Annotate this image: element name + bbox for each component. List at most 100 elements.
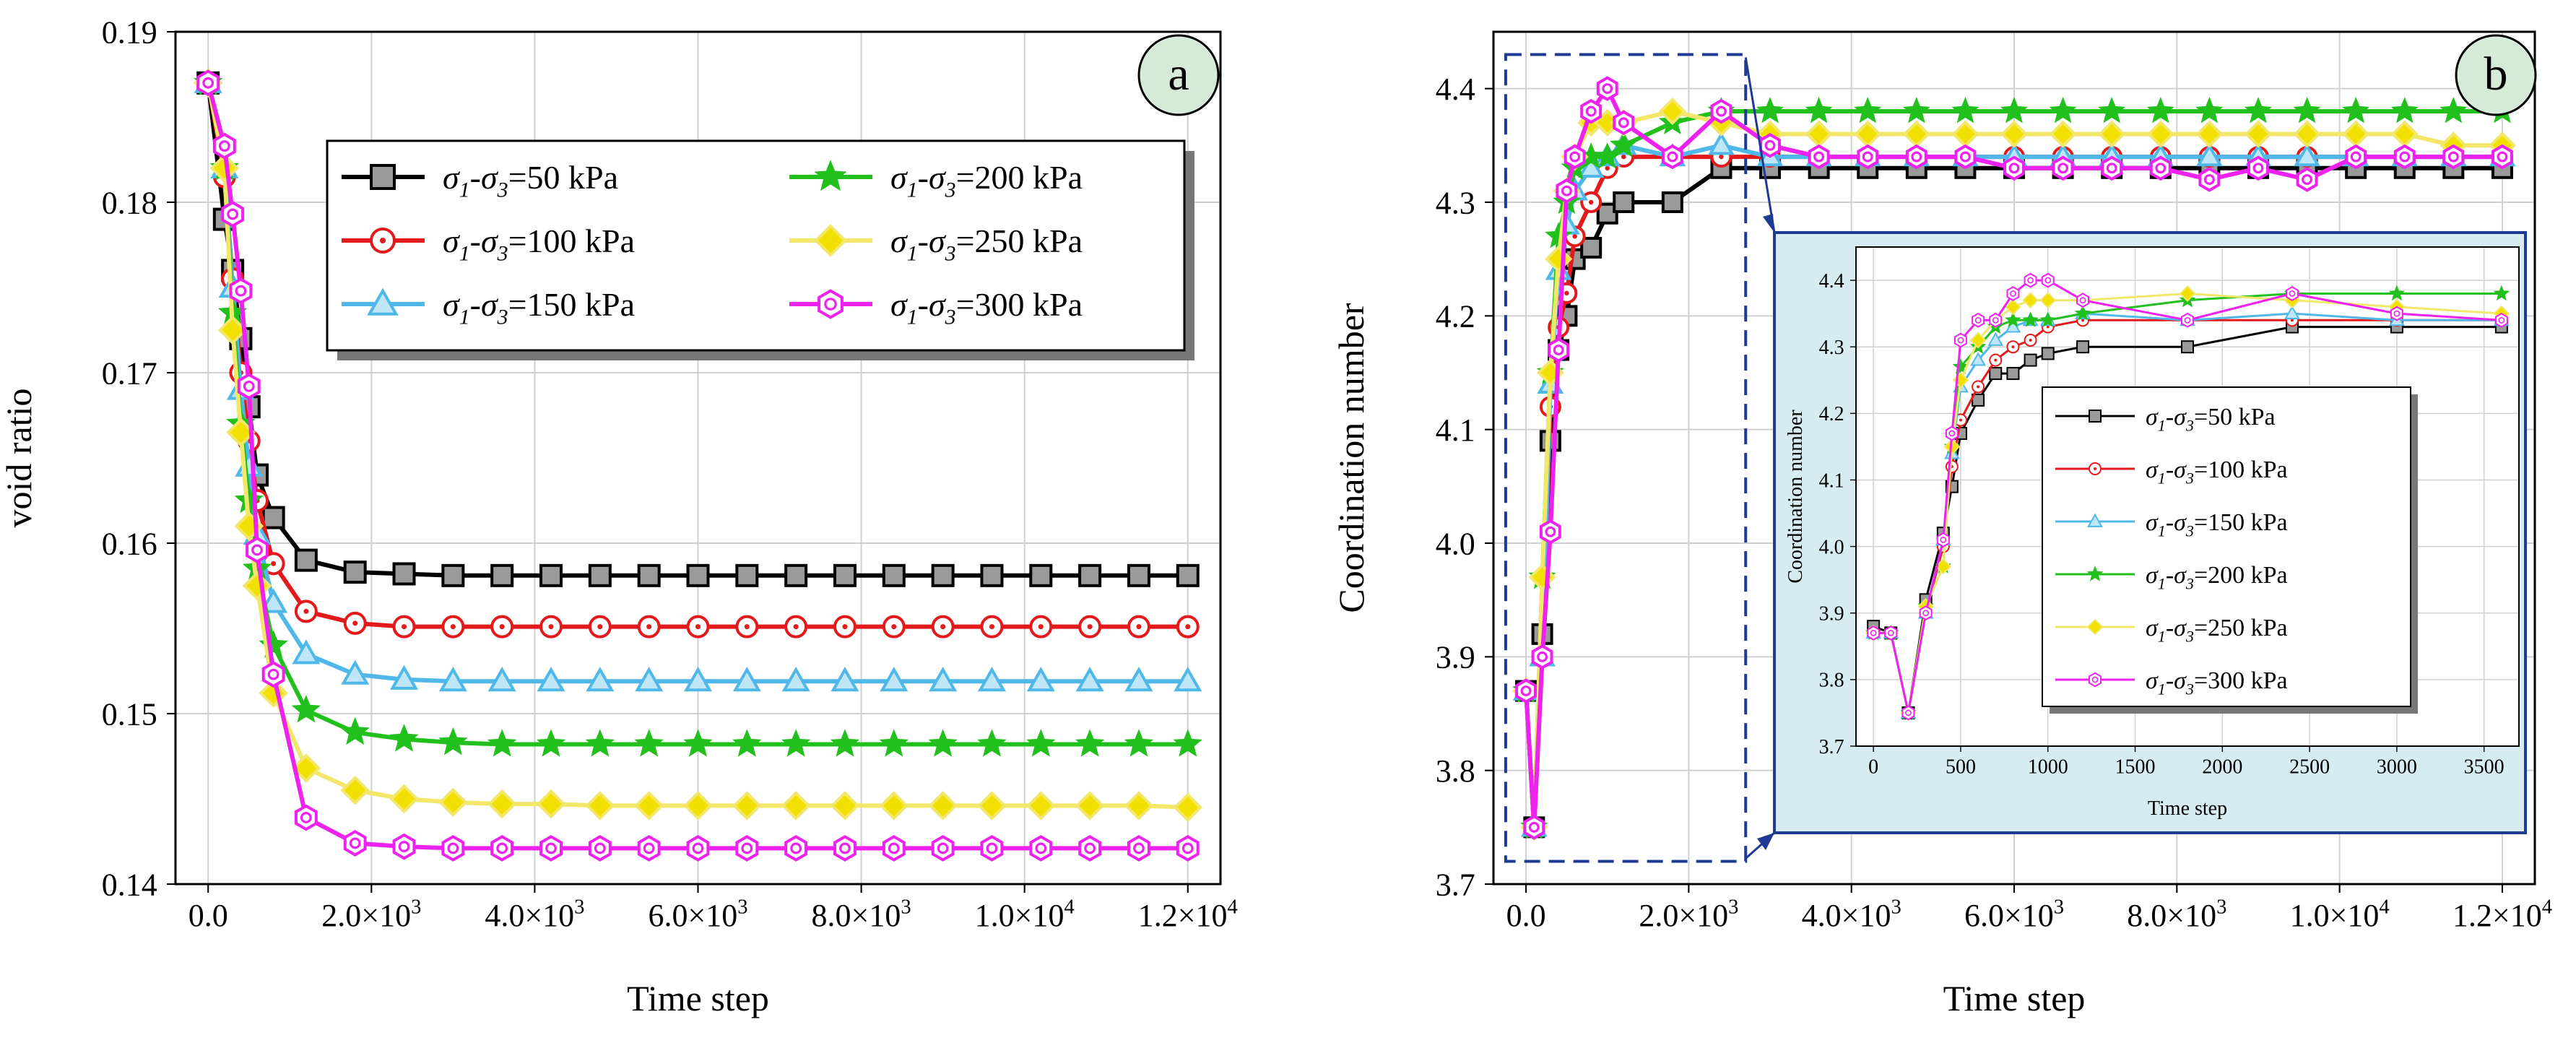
data-point (1658, 98, 1686, 126)
y-tick-label: 4.1 (1819, 469, 1844, 492)
data-point (389, 784, 419, 814)
data-point (1867, 626, 1881, 641)
legend-label: σ1-σ3=50 kPa (2146, 404, 2276, 435)
legend-entry-300-kpa: σ1-σ3=300 kPa (789, 286, 1083, 329)
panel-a-chart: 0.0 2.0×103 4.0×103 6.0×103 8.0×103 1.0×104 1.… (0, 14, 1238, 1018)
data-point (2049, 120, 2077, 148)
data-point (229, 277, 253, 305)
data-point (830, 791, 860, 821)
y-tick-label: 0.19 (102, 14, 157, 50)
series-line (1524, 109, 2502, 830)
data-point (1808, 144, 1830, 170)
zoom-region-box (1504, 53, 1748, 863)
data-point (2005, 311, 2021, 327)
data-point (1078, 563, 1102, 587)
data-point (784, 834, 808, 862)
data-point (389, 724, 419, 752)
data-point (343, 611, 367, 635)
data-point (977, 667, 1007, 692)
data-point (392, 615, 416, 639)
data-point (683, 729, 713, 757)
data-point (2390, 306, 2403, 321)
data-point (1989, 367, 2003, 381)
plot-frame (1492, 30, 2536, 886)
data-point (784, 563, 808, 587)
data-point (1075, 791, 1105, 821)
data-point (209, 153, 240, 183)
data-point (882, 834, 906, 862)
data-point (977, 791, 1007, 821)
data-point (830, 729, 860, 757)
axis-ticks (1850, 280, 2485, 752)
data-point (2296, 167, 2318, 192)
data-point (586, 667, 615, 692)
series-line (1524, 86, 2502, 830)
x-tick-label: 2500 (2289, 756, 2330, 778)
data-point (2342, 97, 2370, 124)
data-point (833, 834, 857, 862)
x-tick-label: 8.0×103 (812, 896, 911, 934)
data-point (1710, 98, 1732, 124)
data-point (438, 667, 467, 692)
data-point (1176, 834, 1200, 862)
data-point (1857, 144, 1879, 170)
x-tick-label: 3000 (2377, 756, 2417, 778)
legend-marker (2089, 462, 2102, 475)
data-point (237, 373, 261, 400)
data-point (2076, 340, 2090, 354)
y-tick-label: 0.18 (102, 185, 157, 220)
data-point (1945, 425, 1959, 441)
legend-entry-150-kpa: σ1-σ3=150 kPa (342, 286, 635, 329)
data-point (735, 834, 759, 862)
data-point (536, 789, 566, 819)
connector-line-top (1744, 57, 1776, 233)
data-point (831, 667, 859, 692)
data-point (637, 563, 661, 587)
data-point (1708, 131, 1735, 155)
series-300-kpa (196, 69, 1200, 862)
y-tick-label: 3.7 (1436, 867, 1475, 902)
series-group (1512, 76, 2517, 841)
y-axis-title: Coordination number (1331, 303, 1371, 613)
data-point (2039, 292, 2057, 309)
data-point (2022, 292, 2039, 309)
data-point (2039, 311, 2056, 327)
data-point (217, 315, 248, 345)
data-point (1528, 563, 1556, 592)
data-point (341, 659, 370, 685)
data-point (585, 729, 615, 757)
data-point (1989, 353, 2003, 367)
plot-frame (174, 30, 1222, 886)
data-point (732, 791, 762, 821)
data-point (879, 791, 909, 821)
data-point (1580, 98, 1603, 124)
data-point (1901, 705, 1915, 721)
legend-label: σ1-σ3=100 kPa (2146, 456, 2288, 488)
data-point (1902, 120, 1930, 148)
data-point (928, 791, 958, 821)
y-tick-label: 0.14 (102, 867, 157, 902)
data-point (1078, 834, 1102, 862)
data-point (261, 506, 285, 529)
x-tick-label: 2.0×103 (321, 896, 421, 934)
inset-legend-entry-250-kpa: σ1-σ3=250 kPa (2055, 615, 2288, 646)
data-point (1176, 563, 1200, 587)
data-point (539, 563, 563, 587)
y-tick-label: 0.16 (102, 526, 157, 561)
data-point (980, 615, 1004, 639)
data-point (536, 729, 566, 757)
data-point (2179, 285, 2196, 302)
y-tick-label: 3.9 (1436, 640, 1475, 675)
data-point (1905, 144, 1927, 170)
data-point (2000, 120, 2029, 148)
inset-legend-entry-200-kpa: σ1-σ3=200 kPa (2055, 562, 2288, 593)
data-point (880, 667, 908, 692)
data-point (2024, 333, 2037, 347)
legend-box (326, 139, 1186, 352)
data-point (487, 729, 517, 757)
data-point (291, 753, 321, 783)
data-point (735, 615, 759, 639)
data-point (686, 563, 710, 587)
series-group (1865, 272, 2510, 722)
